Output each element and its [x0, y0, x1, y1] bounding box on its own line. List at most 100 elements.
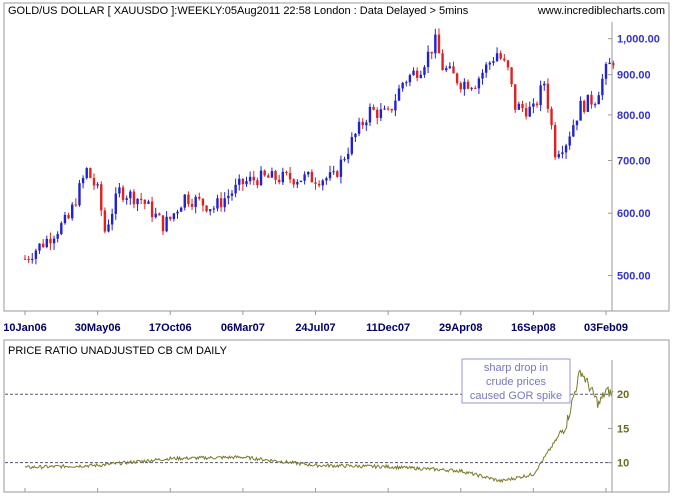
candle-body — [408, 75, 412, 83]
candle-body — [172, 213, 176, 220]
candle-body — [41, 243, 45, 248]
candle-body — [397, 88, 401, 101]
candle-body — [383, 108, 386, 110]
candle-body — [601, 78, 604, 96]
x-tick-label: 30May06 — [75, 322, 121, 334]
candle-body — [336, 171, 339, 177]
candle-body — [208, 209, 212, 212]
candle-body — [379, 109, 383, 118]
candle-body — [179, 207, 183, 212]
candle-body — [45, 238, 48, 248]
candle-body — [201, 198, 205, 206]
candle-body — [535, 103, 539, 106]
ratio-y-ticks: 10 15 20 — [608, 389, 629, 470]
candle-body — [361, 121, 364, 126]
candle-body — [481, 72, 484, 79]
candle-body — [532, 103, 535, 107]
candle-body — [539, 85, 542, 106]
candle-body — [401, 82, 404, 89]
candle-body — [34, 250, 38, 259]
candle-body — [27, 258, 30, 260]
candle-body — [437, 34, 441, 54]
candle-body — [503, 58, 506, 61]
candle-body — [343, 159, 346, 161]
candle-body — [608, 62, 611, 65]
candle-body — [412, 70, 415, 76]
candle-body — [270, 171, 274, 178]
candle-body — [267, 175, 270, 178]
candle-body — [470, 87, 473, 89]
candle-body — [212, 208, 216, 210]
candle-body — [510, 67, 513, 85]
candle-body — [415, 70, 419, 78]
candle-body — [256, 180, 259, 186]
candle-body — [521, 103, 524, 109]
candle-body — [474, 87, 477, 89]
candle-body — [103, 210, 107, 232]
candle-body — [198, 196, 201, 199]
candle-body — [495, 53, 499, 62]
x-tick-label: 11Dec07 — [366, 322, 410, 334]
candle-body — [448, 66, 452, 69]
candle-body — [390, 108, 393, 111]
candle-body — [107, 224, 110, 232]
candle-body — [514, 84, 517, 110]
candle-body — [583, 100, 586, 112]
candle-body — [386, 108, 390, 110]
candle-body — [190, 203, 194, 207]
candle-body — [524, 108, 528, 117]
candle-body — [434, 34, 437, 54]
candle-body — [78, 183, 81, 206]
candle-body — [165, 216, 168, 232]
candle-body — [121, 187, 125, 200]
ratio-y-tick-label: 20 — [617, 389, 629, 401]
candle-body — [394, 100, 397, 111]
x-tick-label: 03Feb09 — [584, 322, 628, 334]
candle-body — [296, 181, 299, 185]
candle-body — [223, 198, 226, 208]
candle-body — [307, 171, 310, 175]
candle-body — [604, 64, 608, 79]
candle-body — [586, 94, 590, 112]
candle-body — [506, 60, 510, 68]
candle-body — [252, 176, 255, 181]
candle-body — [31, 258, 34, 260]
candle-body — [517, 103, 521, 110]
candle-body — [292, 179, 295, 185]
candle-body — [488, 62, 491, 65]
candle-body — [310, 171, 314, 183]
date-x-ticks: 10Jan06 30May06 17Oct06 06Mar07 24Jul07 11Dec… — [3, 311, 628, 492]
candle-body — [169, 216, 172, 220]
candle-body — [248, 176, 252, 182]
candle-body — [274, 171, 277, 180]
candle-body — [219, 198, 223, 208]
candle-body — [430, 51, 433, 54]
candle-body — [285, 171, 288, 174]
candle-body — [332, 171, 335, 173]
candle-body — [499, 53, 502, 59]
candle-body — [49, 238, 52, 244]
candle-body — [405, 82, 408, 84]
candle-body — [303, 174, 306, 181]
price-panel-frame — [3, 2, 670, 312]
candle-body — [89, 168, 92, 178]
candle-body — [241, 178, 245, 185]
candle-body — [317, 183, 321, 186]
ratio-y-tick-label: 10 — [617, 458, 629, 470]
candle-body — [484, 64, 488, 73]
candle-body — [557, 154, 560, 158]
x-tick-label: 06Mar07 — [221, 322, 265, 334]
candle-body — [321, 180, 324, 186]
candle-body — [259, 170, 263, 186]
candle-body — [463, 81, 466, 90]
price-y-tick-label: 600.00 — [617, 208, 651, 220]
price-y-tick-label: 800.00 — [617, 110, 651, 122]
x-tick-label: 10Jan06 — [3, 322, 46, 334]
candle-body — [561, 152, 564, 155]
candle-body — [281, 171, 285, 183]
candle-body — [230, 193, 234, 196]
candle-body — [492, 61, 495, 63]
candle-body — [459, 83, 462, 90]
candle-body — [118, 187, 121, 194]
